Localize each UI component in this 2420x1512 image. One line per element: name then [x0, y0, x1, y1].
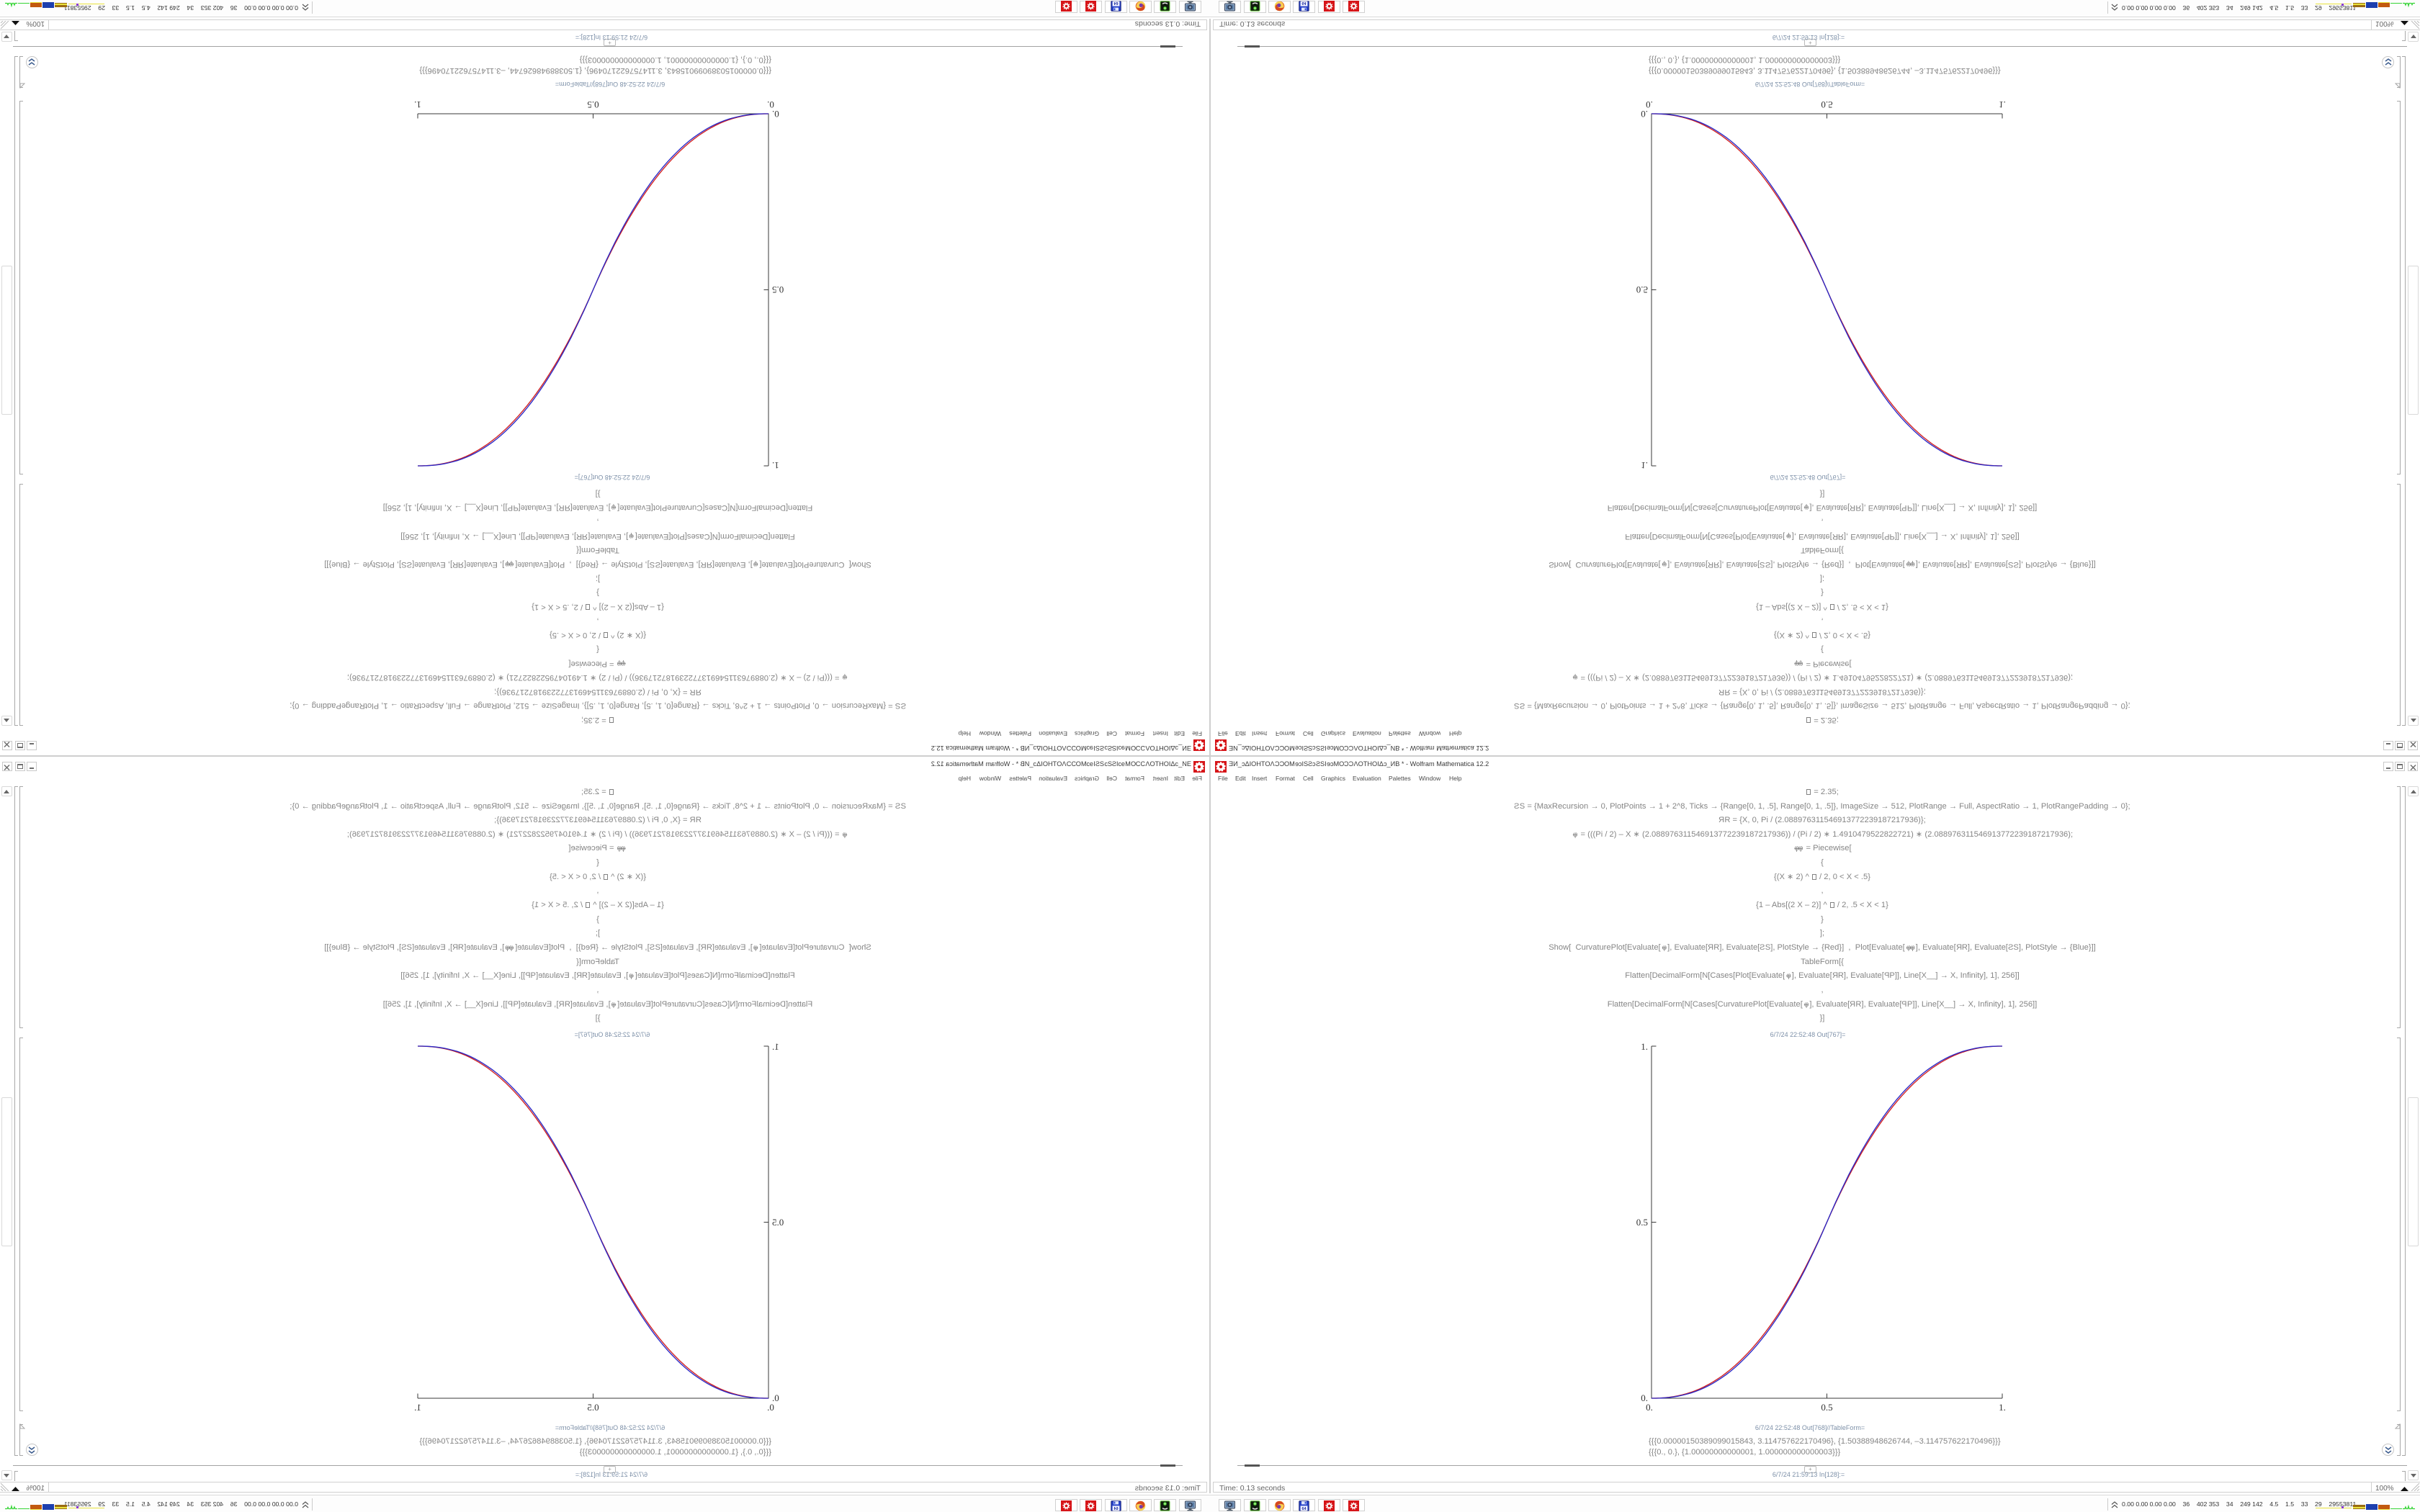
- svg-text:0.5: 0.5: [1821, 99, 1832, 110]
- svg-text:0.5: 0.5: [1636, 284, 1648, 295]
- svg-text:1.: 1.: [772, 460, 779, 471]
- svg-text:0.5: 0.5: [772, 284, 784, 295]
- svg-text:0.: 0.: [772, 1392, 779, 1403]
- svg-text:64: 64: [1114, 1, 1119, 5]
- svg-text:0.5: 0.5: [1636, 1217, 1648, 1228]
- svg-text:0.: 0.: [767, 99, 774, 110]
- svg-text:0.: 0.: [1646, 1402, 1653, 1413]
- svg-text:1.: 1.: [1641, 460, 1648, 471]
- svg-text:0.: 0.: [1641, 109, 1648, 120]
- svg-text:1.: 1.: [1641, 1041, 1648, 1052]
- svg-text:0.5: 0.5: [1821, 1402, 1832, 1413]
- svg-text:1.: 1.: [1999, 99, 2006, 110]
- svg-text:1.: 1.: [414, 99, 421, 110]
- svg-text:1.: 1.: [1999, 1402, 2006, 1413]
- svg-text:0.: 0.: [767, 1402, 774, 1413]
- svg-text:64: 64: [1302, 1, 1307, 5]
- svg-text:1.: 1.: [772, 1041, 779, 1052]
- svg-text:64: 64: [1114, 1507, 1119, 1511]
- svg-text:1.: 1.: [414, 1402, 421, 1413]
- svg-text:0.: 0.: [1646, 99, 1653, 110]
- svg-text:0.5: 0.5: [772, 1217, 784, 1228]
- svg-text:0.: 0.: [1641, 1392, 1648, 1403]
- svg-text:0.: 0.: [772, 109, 779, 120]
- svg-text:0.5: 0.5: [587, 1402, 599, 1413]
- svg-text:0.5: 0.5: [587, 99, 599, 110]
- svg-text:64: 64: [1302, 1507, 1307, 1511]
